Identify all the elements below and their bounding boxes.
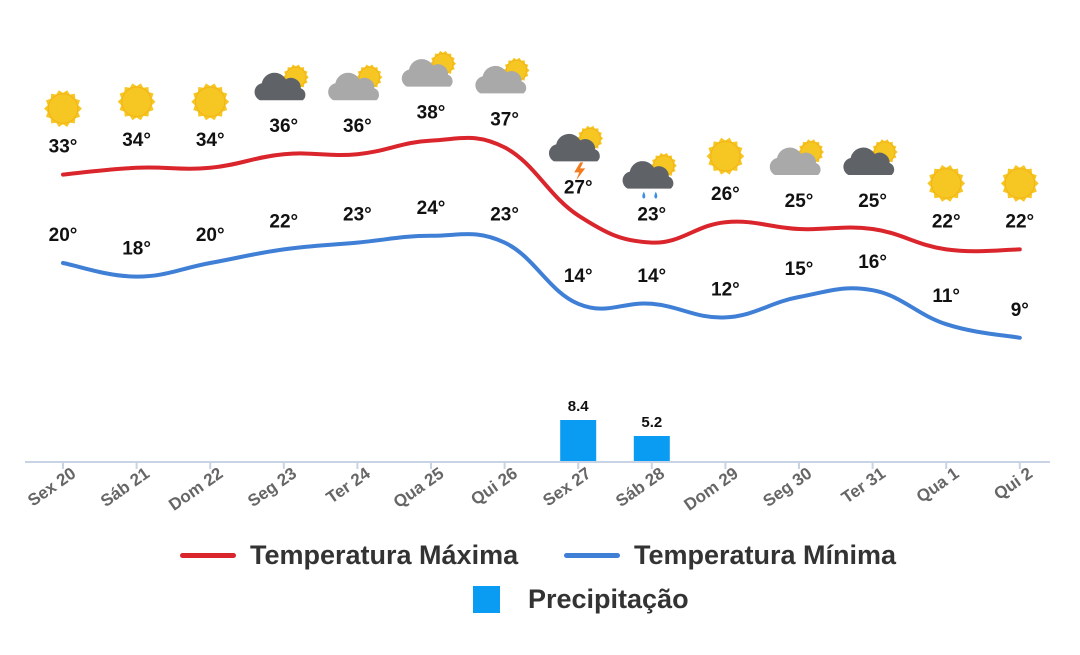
cloud-sun-icon bbox=[769, 139, 824, 175]
legend-label-precip: Precipitação bbox=[528, 584, 689, 614]
precip-bar-label: 5.2 bbox=[641, 414, 662, 431]
sun-icon bbox=[117, 83, 156, 121]
legend-label-tmin: Temperatura Mínima bbox=[634, 540, 897, 570]
legend-item-tmax: Temperatura Máxima bbox=[180, 540, 518, 571]
tmax-label: 25° bbox=[858, 191, 887, 212]
temperature-lines bbox=[61, 135, 1022, 340]
x-tick-label: Ter 24 bbox=[323, 463, 374, 507]
x-tick-label: Sáb 21 bbox=[97, 464, 153, 511]
tmin-label: 18° bbox=[122, 239, 151, 260]
tmax-label: 36° bbox=[269, 116, 298, 137]
cloud-sun-icon bbox=[328, 64, 383, 101]
dark-cloud-sun-icon bbox=[254, 64, 309, 101]
tmin-label: 15° bbox=[785, 259, 814, 280]
tmin-line bbox=[61, 232, 1022, 340]
tmax-label: 23° bbox=[637, 205, 666, 226]
legend-label-tmax: Temperatura Máxima bbox=[250, 540, 519, 570]
tmin-label: 24° bbox=[417, 198, 446, 219]
legend-item-tmin: Temperatura Mínima bbox=[564, 540, 896, 571]
x-tick-label: Sáb 28 bbox=[612, 464, 668, 511]
x-tick-label: Ter 31 bbox=[838, 464, 889, 508]
rain-icon bbox=[622, 152, 677, 199]
dark-cloud-sun-icon bbox=[843, 139, 898, 175]
tmax-label: 22° bbox=[932, 211, 961, 232]
cloud-sun-icon bbox=[401, 50, 456, 87]
x-tick-label: Sex 20 bbox=[24, 464, 79, 510]
tmin-label: 11° bbox=[932, 286, 960, 307]
sun-icon bbox=[927, 165, 966, 202]
tmax-label: 37° bbox=[490, 109, 519, 130]
precipitation-bars: 8.4 5.2 bbox=[560, 398, 670, 462]
tmax-label: 34° bbox=[122, 130, 151, 151]
sun-icon bbox=[706, 137, 745, 175]
tmax-label: 34° bbox=[196, 130, 225, 151]
tmax-label: 27° bbox=[564, 177, 593, 198]
tmin-label: 22° bbox=[269, 211, 298, 232]
tmin-label: 23° bbox=[490, 205, 519, 226]
precip-bar bbox=[633, 436, 670, 462]
cloud-sun-icon bbox=[475, 57, 530, 94]
storm-icon bbox=[548, 125, 604, 181]
x-axis: Sex 20 Sáb 21 Dom 22 Seg 23 Ter 24 Qua 25 Qui … bbox=[24, 461, 1050, 515]
legend-swatch-tmax bbox=[180, 553, 236, 558]
x-tick-label: Qui 26 bbox=[467, 464, 520, 509]
sun-icon bbox=[1000, 165, 1039, 202]
tmin-label: 20° bbox=[196, 225, 225, 246]
chart-legend: Temperatura Máxima Temperatura Mínima Pr… bbox=[0, 540, 1080, 650]
precip-bar-label: 8.4 bbox=[568, 398, 590, 415]
tmax-label: 22° bbox=[1005, 211, 1034, 232]
tmin-label: 23° bbox=[343, 205, 372, 226]
tmax-label: 25° bbox=[785, 191, 814, 212]
tmax-label: 26° bbox=[711, 184, 740, 205]
x-tick-label: Qua 1 bbox=[913, 464, 963, 507]
x-tick-label: Qui 2 bbox=[990, 464, 1036, 504]
temperature-labels: 33° 34° 34° 36° 36° 38° 37° 27° 23° 26° 25° 25° 22° 2… bbox=[49, 103, 1035, 321]
tmax-label: 38° bbox=[417, 103, 446, 124]
x-tick-label: Sex 27 bbox=[539, 464, 594, 510]
sun-icon bbox=[44, 90, 82, 127]
x-tick-label: Dom 22 bbox=[165, 464, 226, 515]
tmin-label: 20° bbox=[49, 225, 78, 246]
tmin-label: 14° bbox=[564, 266, 593, 287]
tmin-label: 16° bbox=[858, 252, 887, 273]
x-tick-label: Seg 30 bbox=[759, 464, 815, 511]
sun-icon bbox=[191, 83, 230, 121]
tmax-line bbox=[61, 135, 1022, 254]
tmin-label: 12° bbox=[711, 279, 740, 300]
tmax-label: 33° bbox=[49, 137, 78, 158]
legend-item-precip: Precipitação bbox=[473, 584, 689, 615]
precip-bar bbox=[560, 420, 597, 462]
x-tick-label: Seg 23 bbox=[244, 464, 300, 511]
legend-swatch-tmin bbox=[564, 553, 620, 558]
x-tick-label: Dom 29 bbox=[680, 464, 741, 515]
legend-swatch-precip bbox=[473, 586, 500, 613]
weather-icons bbox=[44, 50, 1039, 202]
x-tick-label: Qua 25 bbox=[390, 464, 447, 512]
tmax-label: 36° bbox=[343, 116, 372, 137]
tmin-label: 9° bbox=[1011, 300, 1029, 321]
tmin-label: 14° bbox=[637, 266, 666, 287]
